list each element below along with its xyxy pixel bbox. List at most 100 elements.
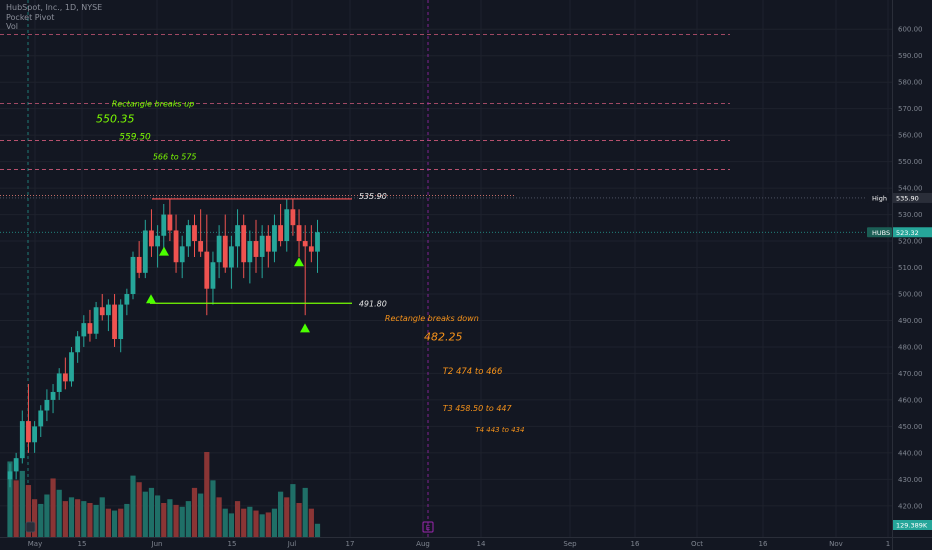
candle-body (247, 241, 253, 263)
y-tick-label: 580.00 (898, 79, 923, 87)
chart-annotation: 482.25 (424, 331, 463, 344)
price-badge-tag (867, 227, 892, 238)
x-tick-label: Nov (829, 540, 843, 548)
y-tick-label: 530.00 (898, 211, 923, 219)
candle-body (229, 246, 234, 268)
y-tick-label: 470.00 (898, 370, 923, 378)
price-badge (893, 227, 932, 238)
pocket-pivot-marker (159, 246, 169, 256)
candle-body (235, 225, 240, 247)
volume-bar (25, 485, 32, 537)
x-tick-label: 17 (346, 540, 355, 548)
volume-bar (302, 487, 308, 537)
y-tick-label: 560.00 (898, 132, 923, 140)
volume-bar (185, 501, 191, 537)
volume-bar (118, 508, 124, 537)
candle-body (149, 230, 154, 247)
candle-body (99, 307, 105, 316)
volume-bar (265, 512, 271, 537)
price-badge-value: 535.90 (896, 194, 919, 202)
pocket-pivot-marker (294, 257, 304, 267)
candle-body (62, 373, 68, 382)
volume-bar (136, 482, 142, 537)
earnings-event-label: E (426, 524, 430, 532)
candle-body (93, 307, 99, 334)
x-tick-label: Sep (563, 540, 577, 548)
x-tick-label: 16 (631, 540, 640, 548)
candle-body (265, 235, 271, 252)
candle-body (56, 373, 62, 392)
candle-body (26, 421, 31, 443)
price-badge (893, 520, 932, 530)
candle-body (253, 241, 259, 257)
volume-bar (75, 499, 81, 537)
y-tick-label: 450.00 (898, 423, 923, 431)
candle-body (75, 336, 81, 353)
candle-body (112, 304, 117, 340)
candle-body (81, 323, 87, 337)
candle-body (106, 304, 111, 316)
volume-bar (191, 487, 198, 537)
candle-body (222, 235, 228, 268)
volume-bar (198, 493, 204, 537)
candle-body (118, 304, 124, 340)
x-tick-label: May (28, 540, 42, 548)
volume-bar (216, 497, 222, 537)
candle-body (198, 241, 204, 252)
x-tick-label: 14 (477, 540, 486, 548)
volume-bar (173, 504, 179, 537)
candle-body (179, 246, 185, 263)
candle-body (142, 230, 148, 273)
candle-body (259, 235, 265, 257)
volume-bar (290, 484, 296, 537)
y-tick-label: 600.00 (898, 26, 923, 34)
chart-legend: HubSpot, Inc., 1D, NYSE Pocket Pivot Vol (6, 3, 102, 32)
chart-annotation: 535.90 (359, 192, 387, 201)
volume-bar (179, 506, 185, 537)
candle-body (185, 225, 191, 247)
candle-body (7, 471, 13, 480)
chart-annotation: Rectangle breaks down (385, 314, 479, 323)
y-tick-label: 520.00 (898, 238, 923, 246)
price-badge (893, 192, 932, 203)
chart-annotation: T3 458.50 to 447 (443, 404, 513, 413)
candle-body (284, 209, 290, 242)
candle-body (167, 214, 173, 231)
chart-annotation: T2 474 to 466 (443, 367, 503, 377)
y-tick-label: 490.00 (898, 317, 923, 325)
candle-body (315, 232, 320, 252)
candle-body (161, 214, 167, 236)
volume-bar (130, 475, 136, 537)
y-tick-label: 440.00 (898, 449, 923, 457)
candle-body (155, 235, 160, 247)
candle-body (210, 262, 216, 289)
x-tick-label: 15 (78, 540, 87, 548)
candle-body (296, 225, 302, 242)
volume-bar (259, 514, 265, 537)
volume-bar (167, 499, 173, 537)
candle-body (272, 225, 277, 252)
candle-body (241, 225, 247, 263)
volume-bar (278, 491, 284, 537)
x-tick-label: Jun (151, 540, 163, 548)
volume-bar (253, 510, 259, 537)
indicator-label[interactable]: Pocket Pivot (6, 12, 55, 22)
candle-body (50, 391, 56, 400)
volume-bar (241, 508, 247, 537)
volume-bar (93, 504, 99, 537)
y-tick-label: 570.00 (898, 105, 923, 113)
volume-bar (87, 503, 93, 537)
y-tick-label: 500.00 (898, 291, 923, 299)
candle-body (290, 209, 296, 226)
candle-body (69, 352, 74, 382)
volume-bar (204, 452, 210, 537)
symbol-title[interactable]: HubSpot, Inc., 1D, NYSE (6, 3, 103, 12)
volume-bar (44, 494, 50, 537)
candle-body (136, 256, 142, 273)
volume-bar (111, 510, 118, 537)
x-tick-label: Oct (691, 540, 703, 548)
candle-body (13, 458, 19, 472)
volume-label[interactable]: Vol (6, 22, 18, 31)
